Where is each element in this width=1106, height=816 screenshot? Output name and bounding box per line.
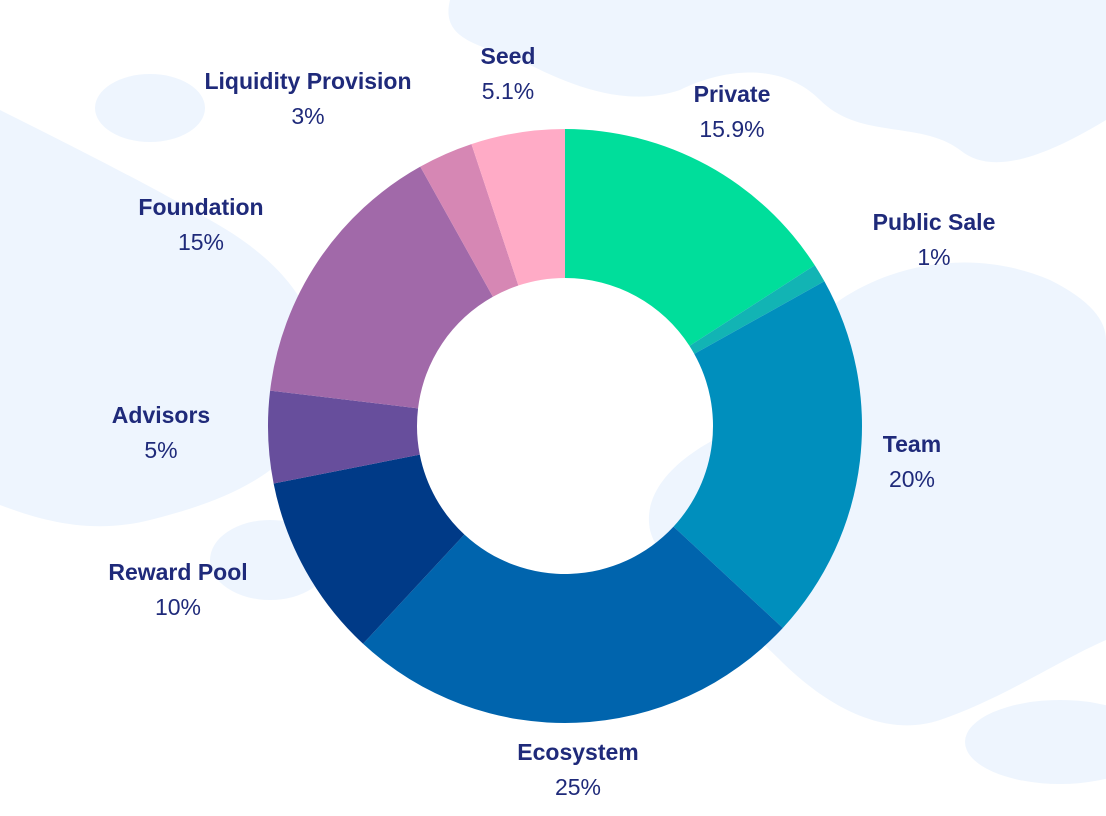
value-private: 15.9% xyxy=(699,116,764,142)
label-reward-pool: Reward Pool xyxy=(108,559,247,585)
slice-seed xyxy=(471,129,565,286)
background-blob-left xyxy=(0,110,322,527)
slice-private xyxy=(565,129,815,346)
value-advisors: 5% xyxy=(144,437,177,463)
label-advisors: Advisors xyxy=(112,402,210,428)
label-ecosystem: Ecosystem xyxy=(517,739,638,765)
label-seed: Seed xyxy=(481,43,536,69)
background-blob-small-left xyxy=(95,74,205,142)
label-private: Private xyxy=(694,81,771,107)
slice-foundation xyxy=(270,166,493,409)
slice-reward-pool xyxy=(273,454,465,644)
donut-slices xyxy=(268,129,862,723)
slice-liquidity-provision xyxy=(420,144,519,297)
label-foundation: Foundation xyxy=(138,194,263,220)
value-ecosystem: 25% xyxy=(555,774,601,800)
slice-public-sale xyxy=(689,265,825,354)
slice-labels: Private 15.9% Public Sale 1% Team 20% Ecosyste… xyxy=(108,43,995,800)
value-seed: 5.1% xyxy=(482,78,534,104)
label-liquidity-provision: Liquidity Provision xyxy=(204,68,411,94)
background-blob-top xyxy=(448,0,1106,163)
value-reward-pool: 10% xyxy=(155,594,201,620)
slice-team xyxy=(673,281,862,628)
value-foundation: 15% xyxy=(178,229,224,255)
label-public-sale: Public Sale xyxy=(873,209,996,235)
slice-ecosystem xyxy=(363,526,783,723)
background-blob-small-right xyxy=(965,700,1106,784)
label-team: Team xyxy=(883,431,941,457)
value-public-sale: 1% xyxy=(917,244,950,270)
value-liquidity-provision: 3% xyxy=(291,103,324,129)
value-team: 20% xyxy=(889,466,935,492)
slice-advisors xyxy=(268,390,420,484)
